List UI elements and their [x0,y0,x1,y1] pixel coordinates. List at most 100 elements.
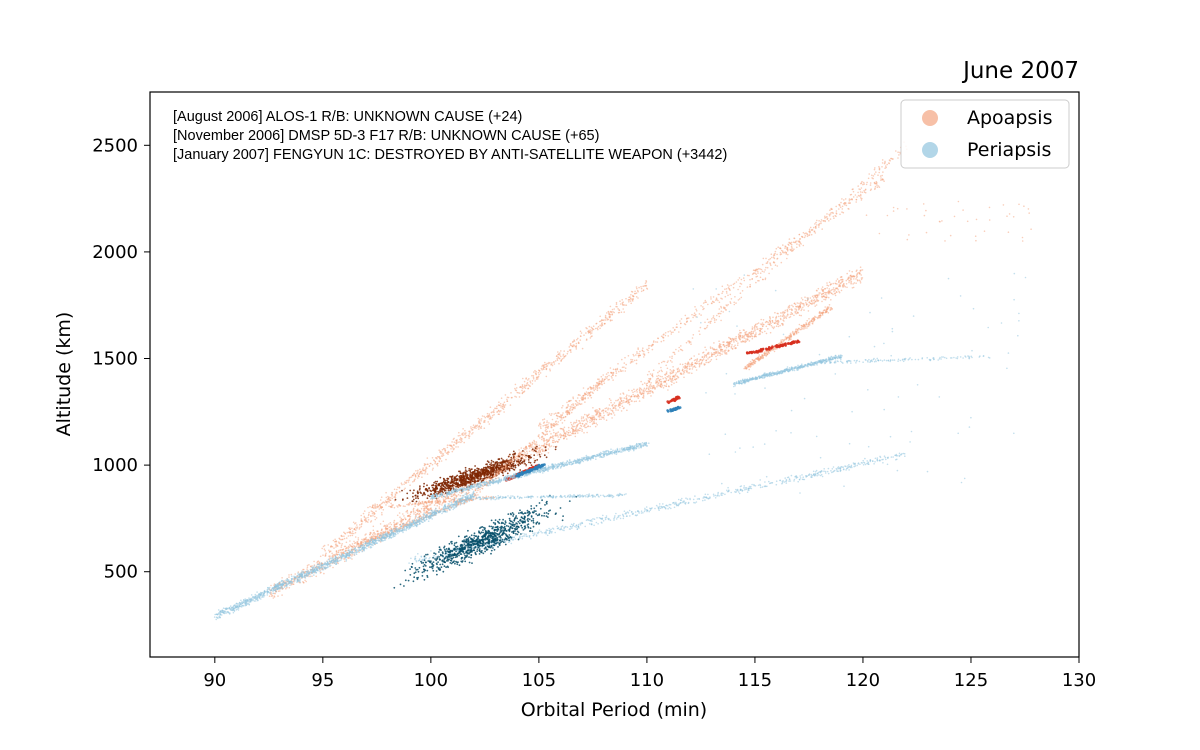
scatter-point-apoapsis [746,339,748,341]
scatter-point-apoapsis [702,352,704,354]
scatter-point-apoapsis [727,342,729,345]
scatter-point-apoapsis [649,383,652,386]
scatter-point-apoapsis [579,330,582,333]
scatter-point-apoapsis [426,457,429,459]
scatter-point-apoapsis [836,283,838,285]
scatter-point-apoapsis [354,536,357,538]
scatter-point-apoapsis [480,420,482,422]
scatter-point-apoapsis [751,337,754,340]
scatter-point-apoapsis [551,362,553,364]
scatter-point-apoapsis [869,184,872,186]
scatter-point-apoapsis [357,539,360,541]
scatter-point-apoapsis [670,380,672,383]
scatter-point-apoapsis [724,350,726,353]
scatter-point-apoapsis [803,303,805,305]
scatter-point-apoapsis [739,285,741,288]
scatter-point-apoapsis [860,199,863,201]
scatter-point-apoapsis [381,512,383,514]
scatter-point-apoapsis [754,272,756,275]
scatter-point-apoapsis [637,356,640,358]
scatter-point-apoapsis [404,517,406,519]
scatter-point-apoapsis [592,325,595,328]
scatter-point-apoapsis [271,594,274,597]
scatter-point-apoapsis [529,381,532,384]
scatter-point-apoapsis [855,198,858,201]
scatter-point-apoapsis [610,375,613,378]
scatter-point-apoapsis [634,290,636,293]
scatter-point-apoapsis [608,313,611,316]
scatter-point-apoapsis [488,423,491,425]
scatter-point-apoapsis [814,295,817,298]
scatter-point-apoapsis [716,354,719,357]
scatter-point-apoapsis [780,344,783,347]
scatter-point-apoapsis [569,431,572,434]
scatter-point-apoapsis [737,279,739,281]
scatter-point-apoapsis [848,281,850,284]
scatter-point-apoapsis [788,316,791,319]
scatter-point-apoapsis [860,182,862,185]
scatter-point-apoapsis [635,286,638,288]
scatter-point-apoapsis [827,285,830,287]
scatter-point-apoapsis [585,426,588,429]
scatter-point-apoapsis [794,311,797,314]
scatter-point-apoapsis [841,211,843,213]
scatter-point-apoapsis [373,531,376,534]
scatter-point-apoapsis [733,341,735,343]
scatter-point-apoapsis [453,444,455,446]
scatter-point-apoapsis [676,326,678,329]
scatter-point-apoapsis [587,330,589,333]
scatter-point-apoapsis [832,287,835,289]
scatter-point-apoapsis [788,238,791,240]
scatter-point-apoapsis [568,346,571,348]
scatter-point-apoapsis [810,233,813,236]
scatter-point-apoapsis [695,308,697,311]
scatter-point-apoapsis [765,332,768,335]
scatter-point-apoapsis [602,412,605,414]
scatter-point-apoapsis [881,162,884,164]
scatter-point-apoapsis [691,368,694,370]
scatter-point-apoapsis [678,369,681,371]
scatter-point-apoapsis [756,323,759,325]
scatter-point-apoapsis [729,302,732,305]
scatter-point-apoapsis [636,351,638,353]
scatter-point-apoapsis [791,304,793,307]
scatter-point-apoapsis [604,314,607,317]
scatter-point-apoapsis [621,358,623,361]
scatter-point-apoapsis [759,358,762,361]
scatter-point-apoapsis [665,383,668,385]
scatter-point-apoapsis [671,355,673,358]
scatter-point-apoapsis [323,548,326,550]
scatter-point-apoapsis [625,397,627,400]
scatter-point-apoapsis [386,525,389,527]
scatter-point-apoapsis [852,283,854,285]
scatter-point-apoapsis [618,403,621,405]
scatter-point-apoapsis [622,370,624,372]
scatter-point-apoapsis [731,348,734,350]
scatter-point-apoapsis [347,556,349,559]
scatter-point-apoapsis [347,535,350,537]
scatter-point-apoapsis [833,290,835,293]
scatter-point-apoapsis [820,219,823,221]
scatter-point-apoapsis [598,407,601,410]
scatter-point-apoapsis [391,492,394,494]
scatter-point-apoapsis [615,370,617,373]
scatter-point-apoapsis [632,295,635,298]
scatter-point-apoapsis [800,302,803,304]
scatter-point-apoapsis [407,515,409,517]
scatter-point-apoapsis [626,399,629,402]
scatter-point-apoapsis [479,427,482,429]
scatter-point-apoapsis [592,407,594,409]
scatter-point-apoapsis [685,318,688,320]
scatter-point-apoapsis [656,341,659,343]
scatter-point-apoapsis [661,375,663,378]
scatter-point-apoapsis [859,197,862,199]
scatter-point-apoapsis [390,502,392,505]
scatter-point-apoapsis [691,337,694,339]
scatter-point-apoapsis [849,275,852,277]
scatter-point-apoapsis [722,311,724,313]
scatter-point-apoapsis [800,328,803,331]
scatter-point-apoapsis [805,302,807,304]
scatter-point-apoapsis [735,302,737,304]
scatter-point-apoapsis [595,418,598,421]
scatter-point-apoapsis [510,396,513,399]
